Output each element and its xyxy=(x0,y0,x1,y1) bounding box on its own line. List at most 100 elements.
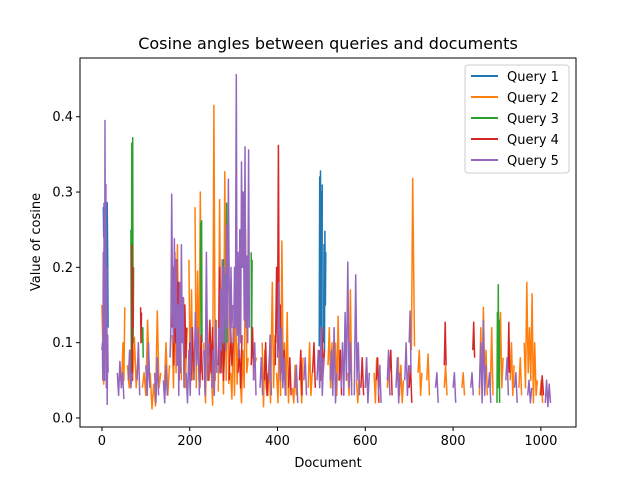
series-line-segment xyxy=(232,73,251,359)
series-line-segment xyxy=(496,283,501,403)
series-line-segment xyxy=(136,341,141,396)
y-tick-label: 0.1 xyxy=(52,336,73,351)
series-line-segment xyxy=(316,326,325,397)
legend-label-query-4: Query 4 xyxy=(507,133,559,148)
x-tick-label: 600 xyxy=(353,434,378,449)
series-line-segment xyxy=(199,219,203,366)
series-line-segment xyxy=(141,319,151,397)
series-line-segment xyxy=(311,341,317,388)
x-tick-label: 0 xyxy=(98,434,106,449)
series-line-segment xyxy=(340,261,353,397)
series-line-segment xyxy=(426,353,431,396)
series-line-segment xyxy=(540,375,545,396)
series-line-segment xyxy=(162,364,169,404)
series-line-segment xyxy=(298,349,303,396)
series-line-segment xyxy=(127,349,133,389)
series-line-segment xyxy=(259,356,264,396)
x-axis-ticks: 0 200 400 600 800 1000 xyxy=(98,427,557,449)
series-line-segment xyxy=(322,230,327,351)
series-line-segment xyxy=(388,349,393,396)
series-line-segment xyxy=(395,356,401,404)
series-line-segment xyxy=(294,364,299,403)
series-line-segment xyxy=(101,119,109,406)
y-tick-label: 0.3 xyxy=(52,186,73,201)
series-line-segment xyxy=(377,364,382,403)
series-line-segment xyxy=(274,144,282,373)
series-line-segment xyxy=(410,177,416,351)
series-line-segment xyxy=(489,326,494,396)
series-line-segment xyxy=(263,341,270,397)
series-line-segment xyxy=(544,379,552,408)
series-line-segment xyxy=(360,356,365,396)
series-line-segment xyxy=(452,372,457,403)
series-line-segment xyxy=(252,341,257,396)
y-tick-label: 0.4 xyxy=(52,110,73,125)
x-axis-label: Document xyxy=(294,456,361,471)
series-line-segment xyxy=(386,349,391,396)
series-line-segment xyxy=(307,341,313,397)
series-line-segment xyxy=(287,356,292,396)
series-line-segment xyxy=(153,356,160,404)
series-line-segment xyxy=(417,349,423,397)
y-tick-label: 0.2 xyxy=(52,261,73,276)
series-layer xyxy=(101,73,552,410)
legend-label-query-1: Query 1 xyxy=(507,70,559,85)
series-line-segment xyxy=(513,372,518,403)
series-line-segment xyxy=(228,326,234,381)
series-line-segment xyxy=(131,244,134,382)
series-line-segment xyxy=(120,307,126,382)
series-line-segment xyxy=(478,319,487,404)
series-line-segment xyxy=(353,274,361,396)
series-line-segment xyxy=(523,281,539,404)
series-line-segment xyxy=(318,170,324,348)
series-line-segment xyxy=(478,306,489,396)
y-tick-label: 0.0 xyxy=(52,411,73,426)
series-line-segment xyxy=(303,356,308,396)
series-line-segment xyxy=(141,326,144,358)
series-line-segment xyxy=(185,327,193,404)
axes-frame xyxy=(79,57,577,428)
series-line-segment xyxy=(507,321,511,373)
series-line-segment xyxy=(327,326,335,389)
series-line-segment xyxy=(487,372,492,403)
legend-label-query-2: Query 2 xyxy=(507,91,559,106)
series-line-segment xyxy=(472,321,476,358)
x-tick-label: 400 xyxy=(265,434,290,449)
series-line-segment xyxy=(276,281,287,396)
series-line-segment xyxy=(203,251,210,397)
series-line-segment xyxy=(299,357,304,404)
series-line-segment xyxy=(364,356,371,404)
series-line-segment xyxy=(210,319,218,397)
series-line-segment xyxy=(237,335,243,389)
series-line-segment xyxy=(469,372,475,396)
series-line-segment xyxy=(139,307,143,344)
x-tick-label: 1000 xyxy=(524,434,557,449)
legend-label-query-3: Query 3 xyxy=(507,112,559,127)
y-axis-ticks: 0.0 0.1 0.2 0.3 0.4 xyxy=(52,110,80,426)
series-line-segment xyxy=(434,372,439,403)
legend: Query 1 Query 2 Query 3 Query 4 Query 5 xyxy=(464,64,570,174)
series-line-segment xyxy=(404,341,410,397)
series-line-segment xyxy=(145,341,151,397)
series-line-segment xyxy=(509,341,515,397)
series-query-5 xyxy=(101,73,552,408)
x-tick-label: 200 xyxy=(177,434,202,449)
legend-label-query-5: Query 5 xyxy=(507,154,559,169)
series-line-segment xyxy=(193,311,201,396)
series-line-segment xyxy=(526,379,533,404)
series-line-segment xyxy=(505,356,510,396)
chart-title: Cosine angles between queries and docume… xyxy=(138,34,518,53)
x-tick-label: 800 xyxy=(441,434,466,449)
series-line-segment xyxy=(443,321,447,366)
series-line-segment xyxy=(461,372,466,396)
series-line-segment xyxy=(217,178,234,374)
plot-area xyxy=(79,57,577,428)
series-line-segment xyxy=(239,228,249,404)
series-line-segment xyxy=(267,334,273,396)
series-line-segment xyxy=(169,193,185,397)
series-line-segment xyxy=(116,360,125,400)
y-axis-label: Value of cosine xyxy=(29,193,44,291)
series-line-segment xyxy=(229,274,240,400)
series-line-segment xyxy=(329,326,338,404)
